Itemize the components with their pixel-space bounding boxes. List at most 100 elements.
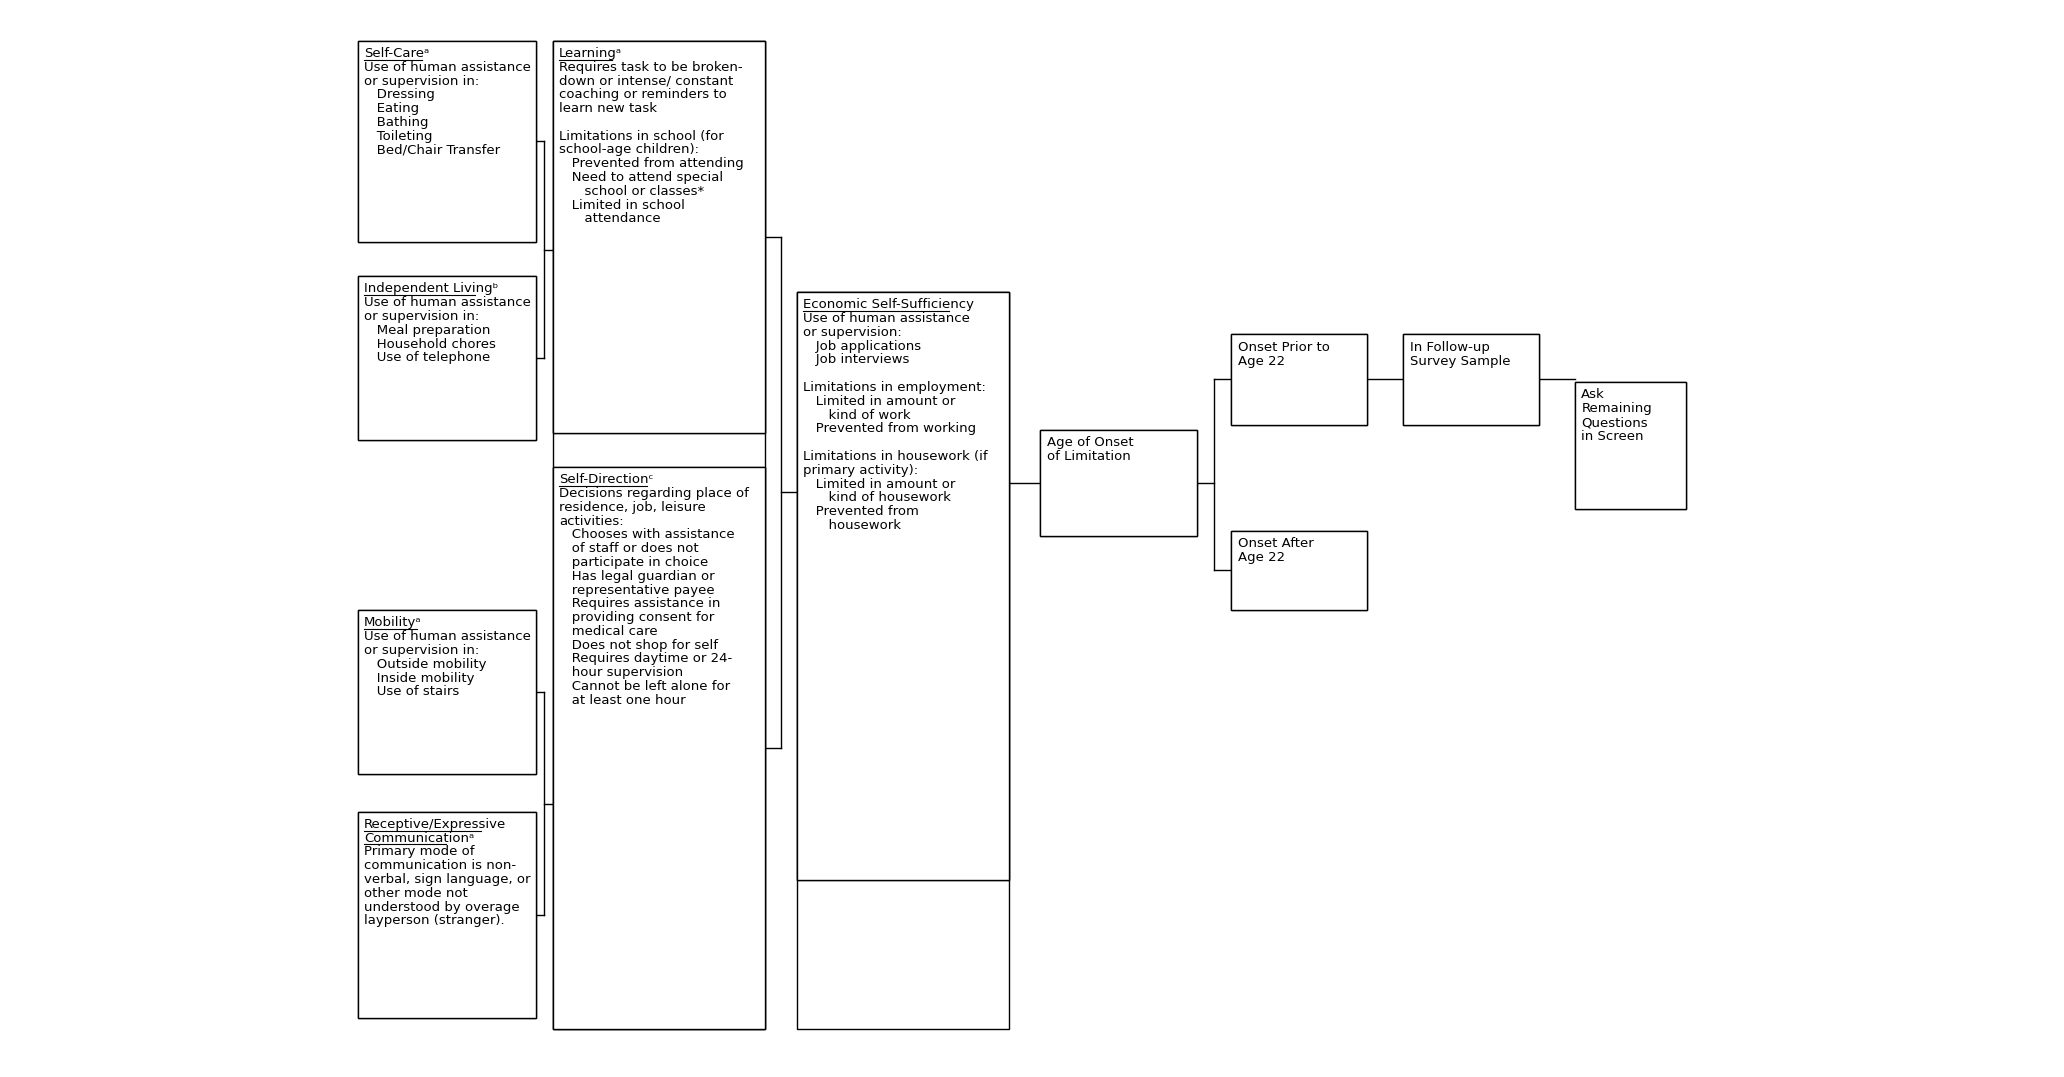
Bar [797, 292, 1009, 881]
Text: or supervision in:: or supervision in: [363, 74, 479, 87]
Text: of staff or does not: of staff or does not [559, 542, 700, 556]
Text: Limitations in employment:: Limitations in employment: [803, 381, 987, 394]
Bar [1232, 334, 1366, 424]
Text: Use of telephone: Use of telephone [363, 351, 489, 364]
Text: Dressing: Dressing [363, 88, 436, 101]
Text: Use of human assistance: Use of human assistance [363, 630, 530, 643]
Text: Toileting: Toileting [363, 129, 433, 143]
Text: primary activity):: primary activity): [803, 464, 918, 477]
Text: primary activity):: primary activity): [803, 464, 918, 477]
Text: Remaining: Remaining [1581, 402, 1651, 416]
Text: Use of human assistance: Use of human assistance [363, 296, 530, 309]
Text: Survey Sample: Survey Sample [1410, 354, 1511, 367]
Text: Communicationᵃ: Communicationᵃ [363, 831, 475, 844]
Text: Self-Directionᶜ: Self-Directionᶜ [559, 473, 654, 487]
Text: Age 22: Age 22 [1238, 550, 1286, 563]
Text: other mode not: other mode not [363, 886, 469, 900]
Text: school-age children):: school-age children): [559, 143, 700, 156]
Text: Dressing: Dressing [363, 88, 436, 101]
Text: Survey Sample: Survey Sample [1410, 354, 1511, 367]
Text: Age 22: Age 22 [1238, 354, 1286, 367]
Text: Bed/Chair Transfer: Bed/Chair Transfer [363, 143, 499, 156]
Text: Bathing: Bathing [363, 116, 429, 129]
Text: Prevented from attending: Prevented from attending [559, 157, 743, 170]
Text: hour supervision: hour supervision [559, 667, 683, 680]
Bar [357, 812, 537, 1019]
Text: Self-Careᵃ: Self-Careᵃ [363, 47, 429, 60]
Text: school or classes*: school or classes* [559, 185, 704, 198]
Text: other mode not: other mode not [363, 886, 469, 900]
Text: Use of human assistance: Use of human assistance [363, 630, 530, 643]
Text: or supervision in:: or supervision in: [363, 644, 479, 657]
Text: Job applications: Job applications [803, 339, 921, 352]
Text: Chooses with assistance: Chooses with assistance [559, 529, 735, 542]
Bar [553, 41, 766, 433]
Bar [1232, 531, 1366, 610]
Text: Ask: Ask [1581, 389, 1606, 402]
Text: attendance: attendance [559, 212, 660, 225]
Text: down or intense/ constant: down or intense/ constant [559, 74, 733, 87]
Text: Meal preparation: Meal preparation [363, 324, 491, 337]
Text: activities:: activities: [559, 515, 623, 528]
Text: school or classes*: school or classes* [559, 185, 704, 198]
Bar [357, 41, 537, 242]
Text: Independent Livingᵇ: Independent Livingᵇ [363, 282, 497, 295]
Text: or supervision:: or supervision: [803, 326, 902, 339]
Text: Use of telephone: Use of telephone [363, 351, 489, 364]
Bar [553, 41, 766, 1029]
Text: Mobilityᵃ: Mobilityᵃ [363, 616, 421, 629]
Text: Economic Self-Sufficiency: Economic Self-Sufficiency [803, 298, 974, 311]
Text: of staff or does not: of staff or does not [559, 542, 700, 556]
Text: Use of human assistance: Use of human assistance [363, 60, 530, 74]
Text: in Screen: in Screen [1581, 430, 1643, 443]
Text: Inside mobility: Inside mobility [363, 672, 475, 685]
Text: in Screen: in Screen [1581, 430, 1643, 443]
Text: Prevented from: Prevented from [803, 505, 918, 518]
Text: Questions: Questions [1581, 416, 1647, 429]
Text: Outside mobility: Outside mobility [363, 658, 487, 671]
Text: Requires task to be broken-: Requires task to be broken- [559, 60, 743, 74]
Text: Onset Prior to: Onset Prior to [1238, 340, 1329, 353]
Text: down or intense/ constant: down or intense/ constant [559, 74, 733, 87]
Text: Toileting: Toileting [363, 129, 433, 143]
Text: medical care: medical care [559, 625, 658, 638]
Text: Decisions regarding place of: Decisions regarding place of [559, 487, 749, 500]
Text: Does not shop for self: Does not shop for self [559, 639, 718, 652]
Text: Limited in amount or: Limited in amount or [803, 477, 956, 490]
Text: Learningᵃ: Learningᵃ [559, 47, 621, 60]
Text: Mobilityᵃ: Mobilityᵃ [363, 616, 421, 629]
Text: Has legal guardian or: Has legal guardian or [559, 570, 714, 583]
Text: hour supervision: hour supervision [559, 667, 683, 680]
Text: kind of work: kind of work [803, 408, 910, 421]
Text: Bathing: Bathing [363, 116, 429, 129]
Text: school-age children):: school-age children): [559, 143, 700, 156]
Text: Requires assistance in: Requires assistance in [559, 598, 720, 611]
Text: learn new task: learn new task [559, 102, 656, 115]
Bar [1232, 334, 1366, 424]
Bar [553, 467, 766, 1029]
Bar [357, 812, 537, 1019]
Text: Prevented from working: Prevented from working [803, 422, 976, 435]
Text: Age of Onset: Age of Onset [1046, 436, 1133, 449]
Text: activities:: activities: [559, 515, 623, 528]
Text: Economic Self-Sufficiency: Economic Self-Sufficiency [803, 298, 974, 311]
Text: Prevented from attending: Prevented from attending [559, 157, 743, 170]
Text: Inside mobility: Inside mobility [363, 672, 475, 685]
Text: Prevented from working: Prevented from working [803, 422, 976, 435]
Text: Limited in school: Limited in school [559, 198, 685, 212]
Text: Independent Livingᵇ: Independent Livingᵇ [363, 282, 497, 295]
Text: representative payee: representative payee [559, 584, 714, 597]
Text: In Follow-up: In Follow-up [1410, 340, 1490, 353]
Text: housework: housework [803, 519, 902, 532]
Text: Job applications: Job applications [803, 339, 921, 352]
Bar [797, 292, 1009, 1029]
Text: Primary mode of: Primary mode of [363, 845, 475, 858]
Text: understood by overage: understood by overage [363, 900, 520, 913]
Text: providing consent for: providing consent for [559, 611, 714, 625]
Text: Remaining: Remaining [1581, 402, 1651, 416]
Text: or supervision in:: or supervision in: [363, 74, 479, 87]
Bar [553, 41, 766, 433]
Text: Use of human assistance: Use of human assistance [363, 296, 530, 309]
Text: Limitations in school (for: Limitations in school (for [559, 129, 724, 143]
Text: Receptive/Expressive: Receptive/Expressive [363, 817, 506, 831]
